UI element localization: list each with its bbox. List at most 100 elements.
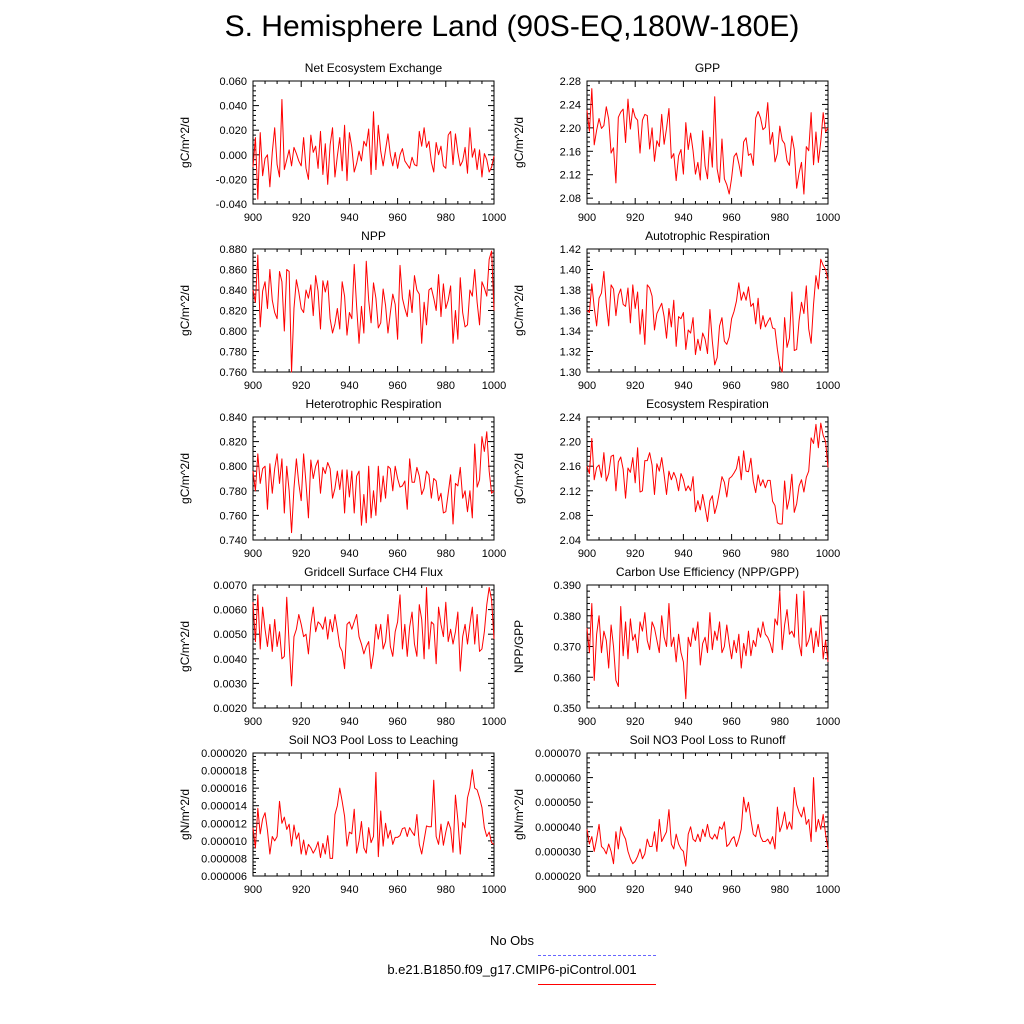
x-tick-label: 960: [722, 380, 740, 392]
series-line: [252, 769, 495, 859]
y-tick-label: 2.12: [560, 170, 581, 182]
x-tick-label: 960: [388, 380, 406, 392]
y-tick-label: 0.820: [219, 306, 247, 318]
x-tick-label: 1000: [482, 212, 506, 224]
chart-title: Carbon Use Efficiency (NPP/GPP): [616, 565, 799, 579]
y-tick-label: 0.0070: [213, 580, 247, 592]
y-tick-label: 0.800: [219, 326, 247, 338]
x-tick-label: 1000: [816, 548, 840, 560]
y-tick-label: 0.000030: [535, 846, 581, 858]
y-tick-label: 0.840: [219, 412, 247, 424]
x-tick-label: 920: [626, 548, 644, 560]
x-tick-label: 1000: [482, 548, 506, 560]
y-tick-label: 0.000060: [535, 773, 581, 785]
y-tick-label: 0.020: [219, 125, 247, 137]
y-tick-label: 2.12: [560, 486, 581, 498]
x-tick-label: 920: [292, 212, 310, 224]
y-tick-label: 1.30: [560, 367, 581, 379]
x-tick-label: 920: [292, 716, 310, 728]
y-tick-label: 2.20: [560, 437, 581, 449]
y-tick-label: 0.000050: [535, 797, 581, 809]
y-axis-label: gC/m^2/d: [512, 117, 526, 168]
y-tick-label: 2.16: [560, 461, 581, 473]
x-tick-label: 900: [244, 716, 262, 728]
x-tick-label: 920: [626, 212, 644, 224]
x-tick-label: 960: [388, 716, 406, 728]
x-tick-label: 940: [674, 380, 692, 392]
x-tick-label: 940: [674, 212, 692, 224]
x-tick-label: 1000: [816, 884, 840, 896]
y-axis-label: gC/m^2/d: [512, 285, 526, 336]
y-tick-label: 0.380: [553, 611, 581, 623]
y-tick-label: 0.040: [219, 101, 247, 113]
x-tick-label: 980: [771, 548, 789, 560]
y-tick-label: 0.000040: [535, 822, 581, 834]
plot-frame: [252, 752, 495, 877]
legend-obs-label: No Obs: [489, 933, 535, 948]
chart-panel-2: GPP gC/m^2/d 900 920 940 960 980 1000 2.08 2.12 2.…: [512, 61, 840, 224]
plot-frame: [252, 80, 495, 205]
x-tick-label: 1000: [816, 212, 840, 224]
y-tick-label: 0.000: [219, 150, 247, 162]
y-tick-label: 0.000070: [535, 748, 581, 760]
series-line: [586, 590, 829, 700]
y-axis-label: gN/m^2/d: [178, 789, 192, 840]
x-tick-label: 920: [626, 884, 644, 896]
y-tick-label: 1.32: [560, 347, 581, 359]
series-line: [252, 431, 495, 534]
chart-panel-8: Carbon Use Efficiency (NPP/GPP) NPP/GPP 90…: [512, 565, 840, 728]
y-tick-label: 0.000012: [201, 818, 247, 830]
x-tick-label: 900: [578, 884, 596, 896]
y-axis-label: gC/m^2/d: [178, 117, 192, 168]
y-tick-label: 0.000016: [201, 783, 247, 795]
page-title: S. Hemisphere Land (90S-EQ,180W-180E): [224, 10, 800, 43]
y-axis-label: gN/m^2/d: [512, 789, 526, 840]
chart-title: Net Ecosystem Exchange: [305, 61, 443, 75]
y-tick-label: 2.08: [560, 193, 581, 205]
x-tick-label: 940: [340, 212, 358, 224]
x-tick-label: 1000: [816, 716, 840, 728]
x-tick-label: 900: [578, 716, 596, 728]
x-tick-label: 960: [722, 716, 740, 728]
y-tick-label: 0.000006: [201, 871, 247, 883]
y-tick-label: 0.880: [219, 244, 247, 256]
y-tick-label: 2.16: [560, 146, 581, 158]
chart-panel-9: Soil NO3 Pool Loss to Leaching gN/m^2/d 90…: [178, 733, 506, 896]
x-tick-label: 960: [722, 884, 740, 896]
x-tick-label: 900: [244, 548, 262, 560]
y-tick-label: 2.08: [560, 510, 581, 522]
x-tick-label: 920: [292, 548, 310, 560]
y-tick-label: 0.0040: [213, 654, 247, 666]
x-tick-label: 960: [388, 548, 406, 560]
y-axis-label: gC/m^2/d: [178, 285, 192, 336]
y-tick-label: 0.840: [219, 285, 247, 297]
chart-panel-5: Heterotrophic Respiration gC/m^2/d 900 920 9…: [178, 397, 506, 560]
x-tick-label: 920: [292, 884, 310, 896]
x-tick-label: 960: [722, 212, 740, 224]
y-tick-label: 0.000020: [535, 871, 581, 883]
x-tick-label: 980: [771, 380, 789, 392]
series-line: [586, 422, 829, 525]
y-tick-label: 0.760: [219, 367, 247, 379]
x-tick-label: 920: [292, 380, 310, 392]
x-tick-label: 900: [578, 548, 596, 560]
chart-title: Soil NO3 Pool Loss to Leaching: [289, 733, 458, 747]
x-tick-label: 900: [244, 380, 262, 392]
x-tick-label: 980: [437, 884, 455, 896]
x-tick-label: 940: [674, 716, 692, 728]
x-tick-label: 940: [340, 884, 358, 896]
x-tick-label: 980: [771, 884, 789, 896]
chart-panel-10: Soil NO3 Pool Loss to Runoff gN/m^2/d 900 9…: [512, 733, 840, 896]
y-tick-label: 1.36: [560, 306, 581, 318]
x-tick-label: 900: [244, 212, 262, 224]
x-tick-label: 940: [340, 548, 358, 560]
legend-obs-line: [538, 955, 656, 956]
x-tick-label: 900: [578, 212, 596, 224]
y-tick-label: 1.38: [560, 285, 581, 297]
y-tick-label: 1.34: [560, 326, 581, 338]
y-tick-label: 0.000020: [201, 748, 247, 760]
x-tick-label: 980: [437, 380, 455, 392]
y-tick-label: 0.740: [219, 535, 247, 547]
x-tick-label: 1000: [482, 716, 506, 728]
